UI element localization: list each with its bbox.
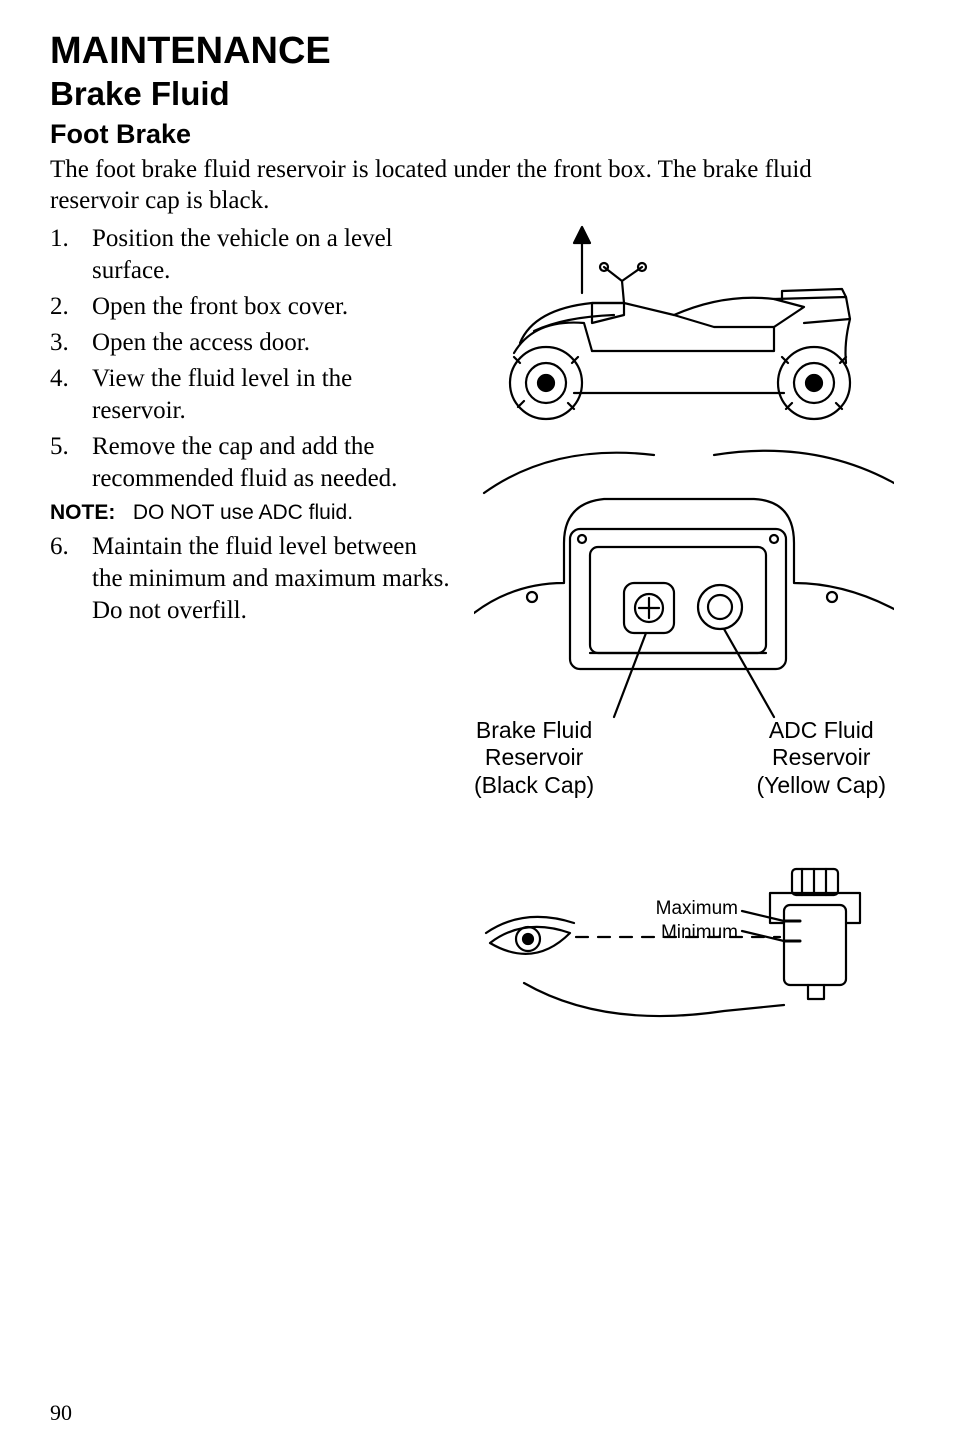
- callout-brake-fluid: Brake Fluid Reservoir (Black Cap): [474, 717, 594, 800]
- level-diagram-wrap: Maximum Minimum: [484, 833, 884, 1038]
- content-row: Position the vehicle on a level surface.…: [50, 223, 904, 1039]
- callout-line: (Yellow Cap): [756, 772, 886, 798]
- level-labels: Maximum Minimum: [570, 897, 738, 945]
- label-maximum: Maximum: [656, 898, 738, 919]
- section-title-brake-fluid: Brake Fluid: [50, 75, 904, 113]
- reservoir-callouts: Brake Fluid Reservoir (Black Cap) ADC Fl…: [464, 717, 904, 800]
- reservoir-compartment-illustration: [474, 433, 894, 723]
- label-minimum: Minimum: [661, 922, 738, 943]
- left-column: Position the vehicle on a level surface.…: [50, 223, 450, 1039]
- step-item: Remove the cap and add the recommended f…: [50, 431, 450, 495]
- note-text: DO NOT use ADC fluid.: [133, 501, 353, 524]
- callout-line: Brake Fluid: [476, 717, 592, 743]
- step-item: View the fluid level in the reservoir.: [50, 363, 450, 427]
- intro-paragraph: The foot brake fluid reservoir is locate…: [50, 154, 904, 217]
- callout-line: (Black Cap): [474, 772, 594, 798]
- note-label: NOTE:: [50, 501, 115, 524]
- right-column: Brake Fluid Reservoir (Black Cap) ADC Fl…: [464, 223, 904, 1039]
- callout-line: Reservoir: [772, 744, 870, 770]
- steps-list-continued: Maintain the fluid level between the min…: [50, 531, 450, 627]
- step-item: Open the front box cover.: [50, 291, 450, 323]
- callout-line: ADC Fluid: [769, 717, 874, 743]
- callout-line: Reservoir: [485, 744, 583, 770]
- step-item: Position the vehicle on a level surface.: [50, 223, 450, 287]
- step-item: Open the access door.: [50, 327, 450, 359]
- atv-illustration: [474, 223, 894, 433]
- callout-adc-fluid: ADC Fluid Reservoir (Yellow Cap): [756, 717, 886, 800]
- step-item: Maintain the fluid level between the min…: [50, 531, 450, 627]
- subsection-title-foot-brake: Foot Brake: [50, 119, 904, 150]
- page-number: 90: [50, 1400, 72, 1426]
- note-line: NOTE: DO NOT use ADC fluid.: [50, 501, 450, 525]
- page-title-maintenance: MAINTENANCE: [50, 30, 904, 73]
- steps-list: Position the vehicle on a level surface.…: [50, 223, 450, 495]
